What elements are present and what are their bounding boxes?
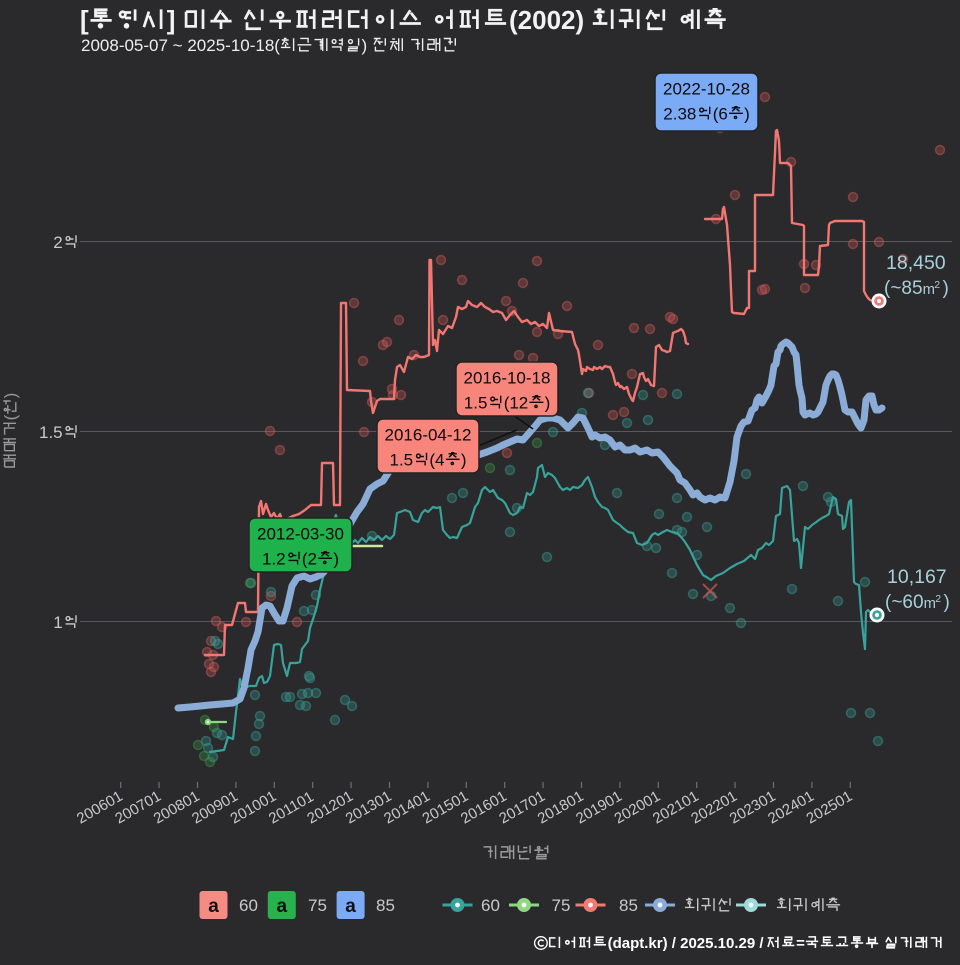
svg-text:m: m bbox=[923, 282, 935, 298]
svg-text:60: 60 bbox=[239, 896, 258, 915]
svg-text:85: 85 bbox=[619, 896, 638, 915]
svg-text:=: = bbox=[796, 935, 805, 952]
svg-text:): ) bbox=[545, 394, 551, 413]
svg-text:1.5: 1.5 bbox=[464, 394, 488, 413]
svg-text:(dapt.kr) / 2025.10.29 /: (dapt.kr) / 2025.10.29 / bbox=[608, 935, 768, 952]
svg-text:1.5: 1.5 bbox=[39, 423, 63, 442]
svg-text:75: 75 bbox=[552, 896, 571, 915]
svg-text:): ) bbox=[1, 393, 20, 399]
svg-text:1.2: 1.2 bbox=[262, 550, 286, 569]
svg-text:2: 2 bbox=[53, 233, 62, 252]
svg-text:(6: (6 bbox=[713, 105, 728, 124]
svg-text:10,167: 10,167 bbox=[887, 566, 947, 588]
svg-text:a: a bbox=[345, 896, 356, 917]
svg-text:18,450: 18,450 bbox=[886, 252, 946, 274]
svg-text:(12: (12 bbox=[504, 394, 529, 413]
svg-text:85: 85 bbox=[376, 896, 395, 915]
svg-text:2: 2 bbox=[935, 593, 941, 605]
svg-text:): ) bbox=[362, 36, 372, 55]
svg-text:2.38: 2.38 bbox=[663, 105, 696, 124]
svg-text:]: ] bbox=[167, 5, 183, 35]
svg-text:): ) bbox=[943, 278, 949, 299]
svg-text:[: [ bbox=[80, 5, 89, 35]
svg-text:): ) bbox=[744, 105, 750, 124]
svg-text:75: 75 bbox=[308, 896, 327, 915]
svg-text:2: 2 bbox=[934, 279, 940, 291]
svg-text:): ) bbox=[461, 451, 467, 470]
svg-text:): ) bbox=[333, 550, 339, 569]
svg-text:(4: (4 bbox=[429, 451, 444, 470]
svg-text:2016-04-12: 2016-04-12 bbox=[385, 426, 472, 445]
svg-text:m: m bbox=[924, 596, 936, 612]
svg-text:1.5: 1.5 bbox=[390, 451, 414, 470]
svg-text:2016-10-18: 2016-10-18 bbox=[464, 369, 551, 388]
svg-text:1: 1 bbox=[53, 613, 62, 632]
svg-text:(2: (2 bbox=[302, 550, 317, 569]
svg-text:60: 60 bbox=[481, 896, 500, 915]
svg-text:(~60: (~60 bbox=[885, 592, 924, 613]
svg-text:(: ( bbox=[1, 414, 20, 420]
svg-text:2022-10-28: 2022-10-28 bbox=[663, 80, 750, 99]
svg-text:a: a bbox=[277, 896, 288, 917]
svg-text:(2002): (2002) bbox=[509, 5, 591, 35]
svg-text:a: a bbox=[208, 896, 219, 917]
svg-text:): ) bbox=[944, 592, 950, 613]
svg-text:2008-05-07 ~ 2025-10-18(: 2008-05-07 ~ 2025-10-18( bbox=[81, 36, 280, 55]
svg-text:2012-03-30: 2012-03-30 bbox=[257, 525, 344, 544]
svg-text:(~85: (~85 bbox=[884, 278, 923, 299]
